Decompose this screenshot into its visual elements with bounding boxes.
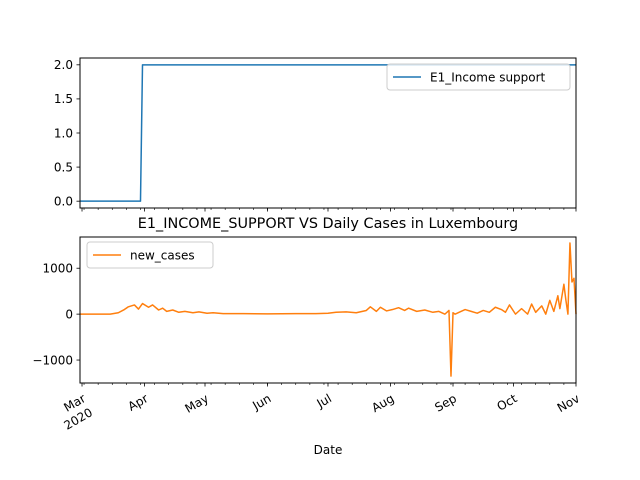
- bottom-series-line-0: [80, 242, 577, 377]
- top-subplot: 0.0 0.5 1.0 1.5 2.0 E1_Income support: [54, 57, 577, 212]
- bottom-y-tick-label: −1000: [32, 353, 73, 367]
- top-y-tick-label: 1.5: [54, 92, 73, 106]
- top-series-line-0: [80, 64, 576, 202]
- bottom-y-tick-label: 1000: [42, 262, 73, 276]
- top-y-tick-label: 1.0: [54, 126, 73, 140]
- top-y-ticks: 0.0 0.5 1.0 1.5 2.0: [54, 58, 80, 208]
- bottom-legend-label: new_cases: [130, 249, 195, 263]
- top-series-layer: [80, 64, 576, 202]
- bottom-chart-title: E1_INCOME_SUPPORT VS Daily Cases in Luxe…: [138, 216, 518, 232]
- top-legend-box: [386, 63, 571, 91]
- bottom-y-ticks: −1000 0 1000: [32, 262, 80, 367]
- bottom-series-layer: [80, 242, 577, 377]
- top-y-tick-label: 0.5: [54, 160, 73, 174]
- bottom-y-tick-label: 0: [65, 307, 73, 321]
- top-y-tick-label: 2.0: [54, 58, 73, 72]
- top-x-ticks: [81, 208, 577, 212]
- bottom-legend: new_cases: [86, 241, 214, 269]
- bottom-legend-box: [86, 241, 214, 269]
- top-legend: E1_Income support: [386, 63, 571, 91]
- x-tick-label: Jul: [314, 391, 334, 411]
- top-y-tick-label: 0.0: [54, 194, 73, 208]
- bottom-x-axis-label: Date: [314, 443, 343, 457]
- top-legend-label: E1_Income support: [430, 71, 546, 85]
